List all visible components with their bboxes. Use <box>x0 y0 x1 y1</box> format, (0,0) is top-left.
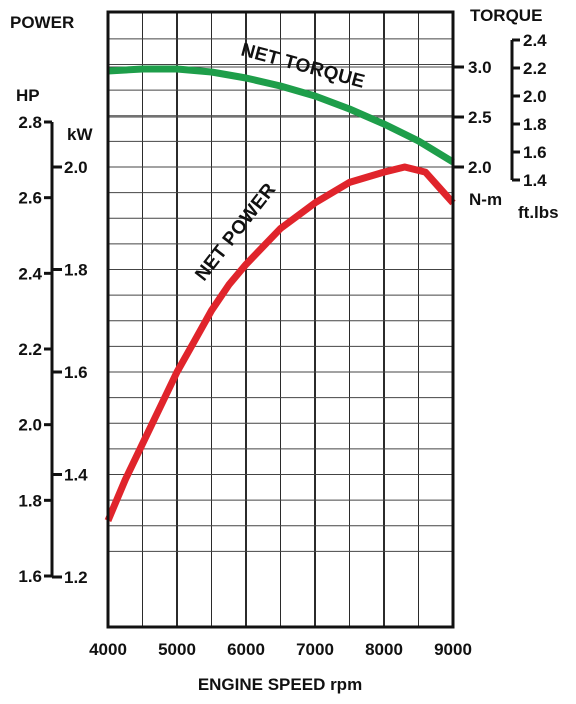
hp-tick-label: 2.2 <box>18 340 42 359</box>
hp-tick-label: 1.8 <box>18 491 42 510</box>
x-tick-label: 9000 <box>434 640 472 659</box>
kw-tick-label: 1.6 <box>64 363 88 382</box>
ftlbs-tick-label: 1.4 <box>523 171 547 190</box>
hp-tick-label: 2.0 <box>18 416 42 435</box>
nm-tick-label: 3.0 <box>468 58 492 77</box>
ftlbs-tick-label: 2.2 <box>523 59 547 78</box>
x-tick-label: 8000 <box>365 640 403 659</box>
power-axis-header: POWER <box>10 13 74 32</box>
x-tick-label: 7000 <box>296 640 334 659</box>
ftlbs-unit-label: ft.lbs <box>518 203 559 222</box>
hp-tick-label: 2.6 <box>18 189 42 208</box>
series-line-net-power <box>104 163 456 522</box>
x-tick-label: 5000 <box>158 640 196 659</box>
nm-unit-label: N-m <box>469 190 502 209</box>
torque-axis-header: TORQUE <box>470 6 542 25</box>
x-axis-title: ENGINE SPEED rpm <box>198 675 362 694</box>
nm-tick-label: 2.0 <box>468 158 492 177</box>
nm-tick-label: 2.5 <box>468 108 492 127</box>
kw-tick-label: 1.4 <box>64 466 88 485</box>
ftlbs-tick-label: 1.8 <box>523 115 547 134</box>
hp-tick-label: 2.8 <box>18 113 42 132</box>
plot-frame <box>106 10 455 629</box>
x-tick-label: 4000 <box>89 640 127 659</box>
kw-tick-label: 1.8 <box>64 261 88 280</box>
kw-tick-label: 1.2 <box>64 568 88 587</box>
ftlbs-tick-label: 2.4 <box>523 31 547 50</box>
ftlbs-tick-label: 1.6 <box>523 143 547 162</box>
series-line-net-torque <box>107 65 455 165</box>
ftlbs-tick-label: 2.0 <box>523 87 547 106</box>
kw-unit-label: kW <box>67 125 93 144</box>
hp-tick-label: 2.4 <box>18 264 42 283</box>
hp-tick-label: 1.6 <box>18 567 42 586</box>
hp-unit-label: HP <box>16 86 40 105</box>
series-label-net-torque: NET TORQUE <box>239 40 367 93</box>
x-tick-label: 6000 <box>227 640 265 659</box>
kw-tick-label: 2.0 <box>64 158 88 177</box>
